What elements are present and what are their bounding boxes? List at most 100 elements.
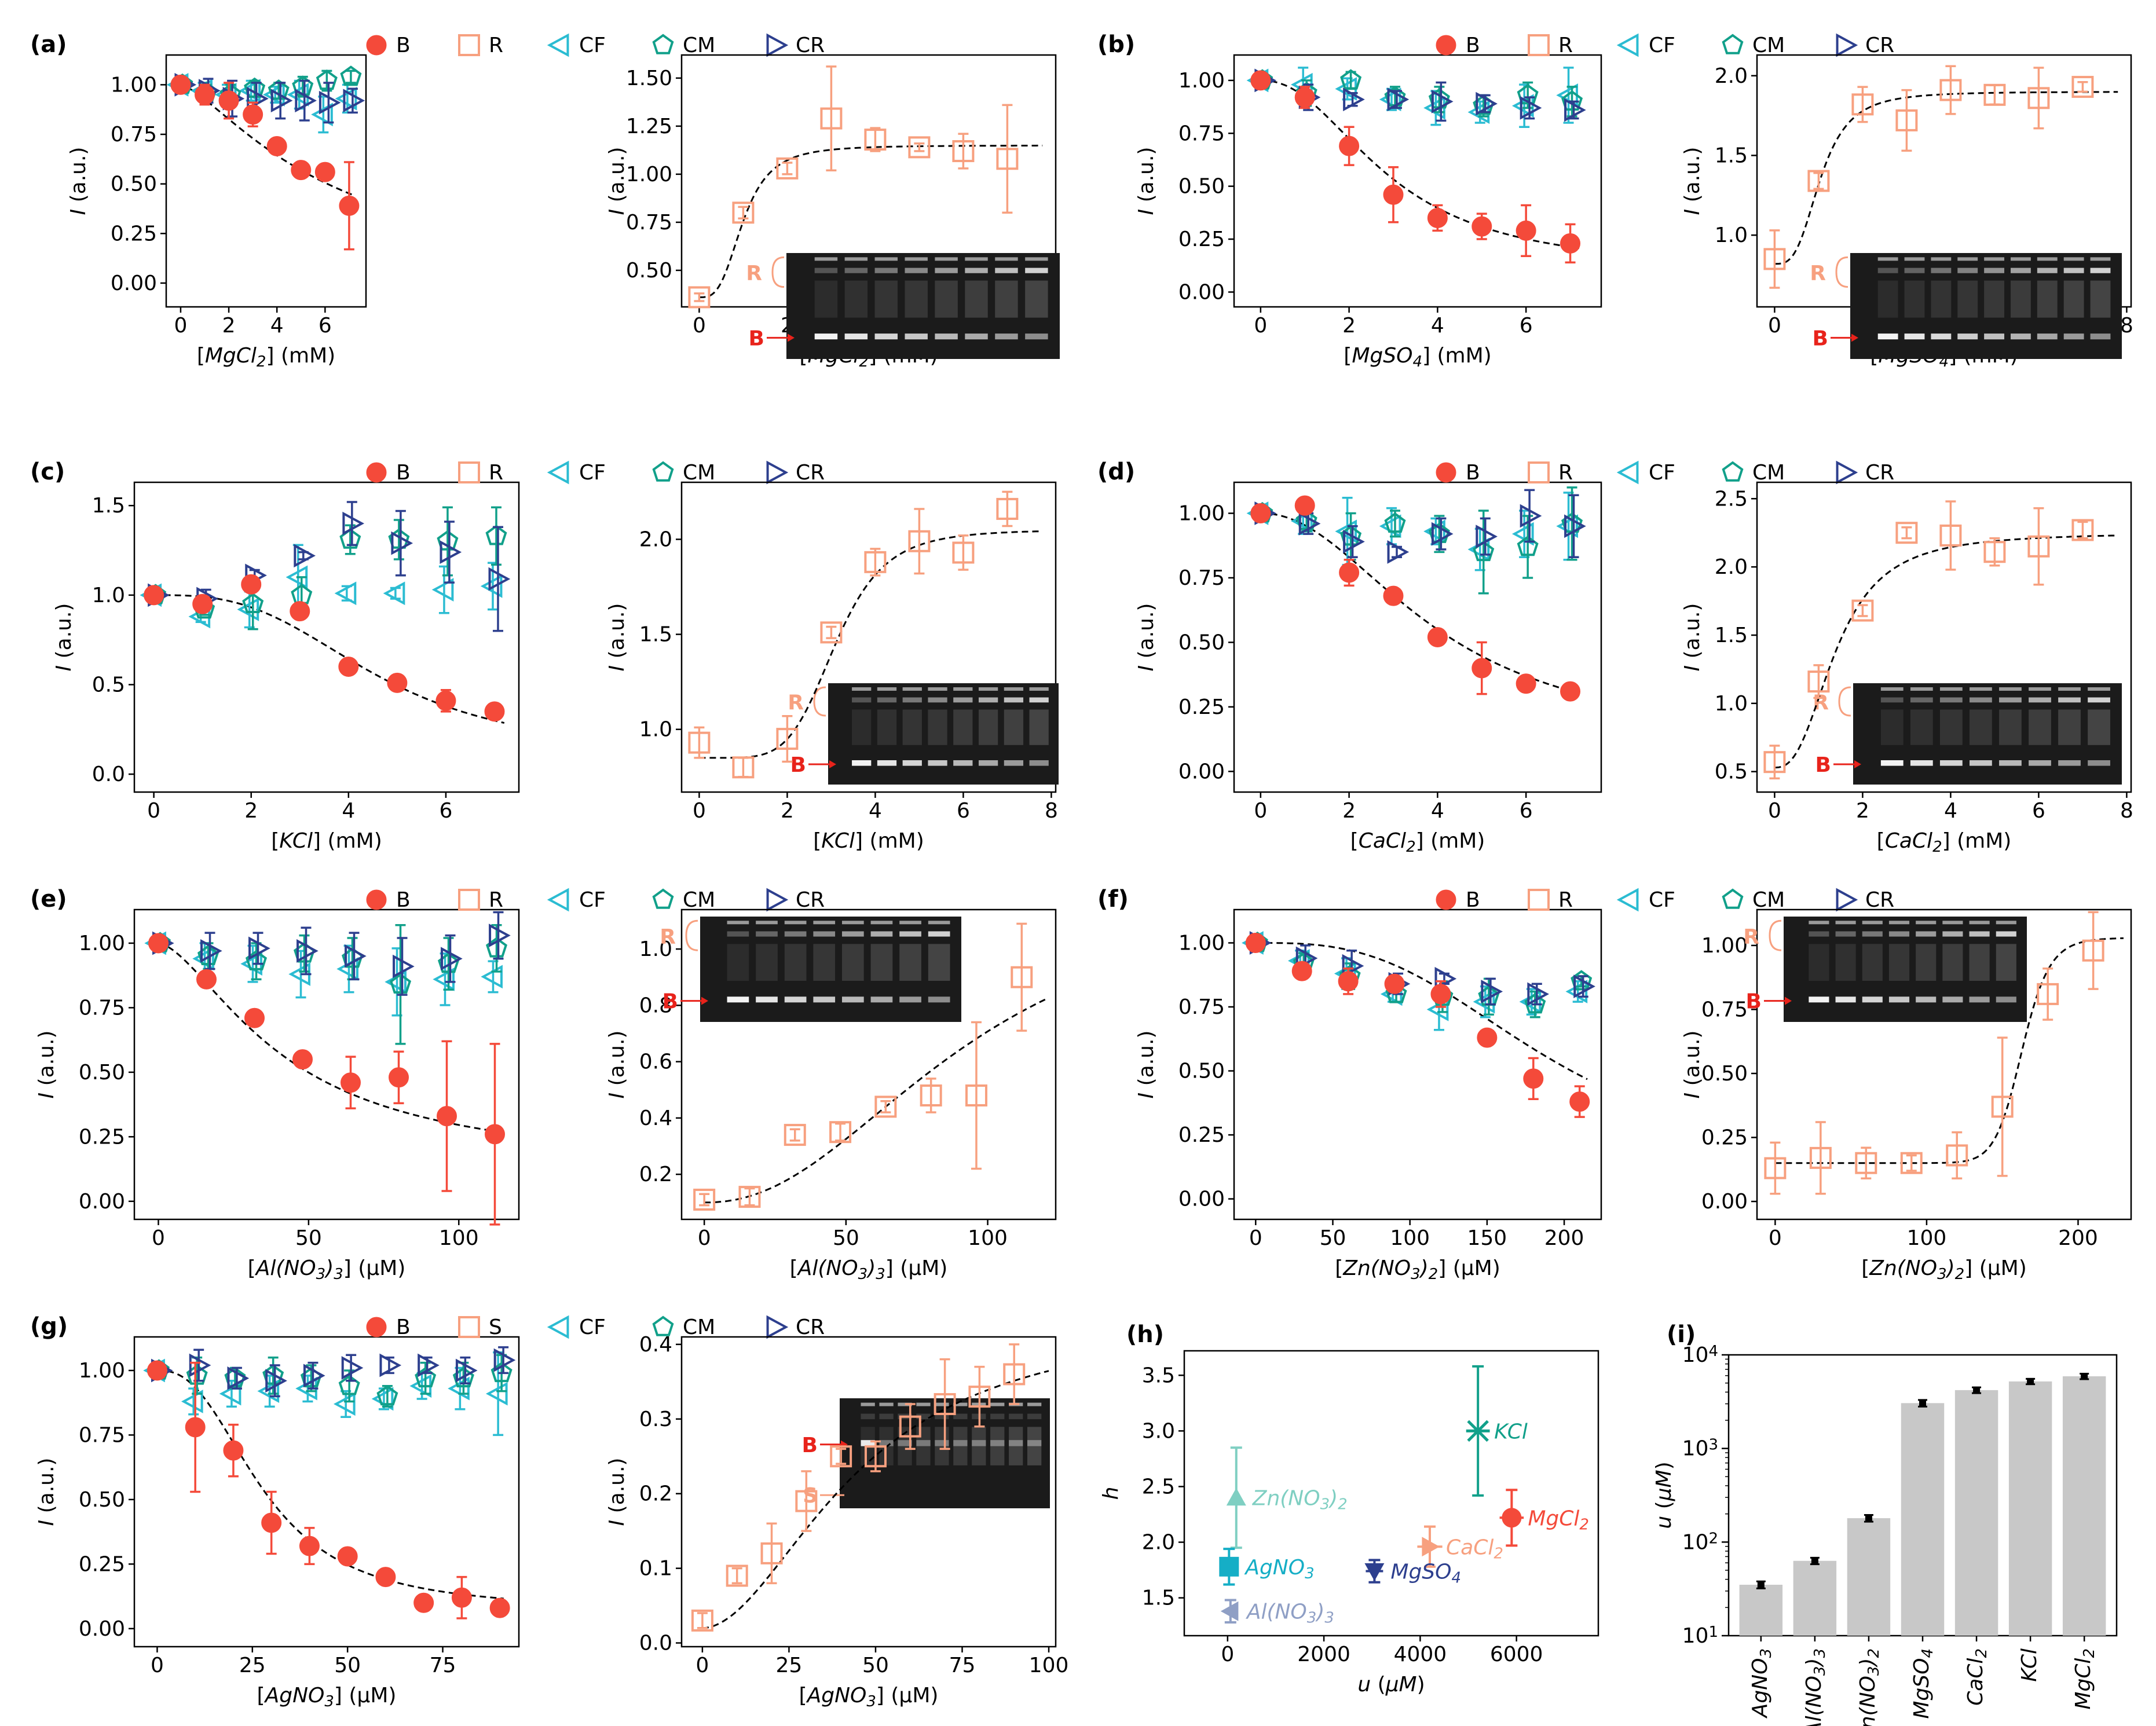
x-tick-label: 200 — [1544, 1226, 1584, 1250]
data-point-R — [1939, 524, 1962, 547]
error-bar — [826, 65, 837, 171]
data-point-R — [1895, 109, 1918, 131]
gel-band-R — [727, 931, 749, 937]
data-point-CR — [1431, 522, 1454, 546]
gel-band-R — [844, 267, 868, 273]
x-tick-label: 6 — [957, 799, 970, 823]
error-bar — [491, 924, 502, 973]
data-point-B — [435, 690, 456, 711]
data-point-S — [795, 1490, 818, 1512]
error-bar — [1478, 510, 1489, 595]
data-point-B — [387, 672, 408, 693]
data-point-R — [776, 157, 799, 179]
bar-marker — [1919, 1399, 1926, 1407]
y-tick-label: 0.75 — [1178, 995, 1225, 1019]
legend-marker-R — [1528, 34, 1550, 56]
panel-label: (b) — [1097, 31, 1135, 58]
y-tick-label: 0.25 — [79, 1552, 125, 1576]
error-bar — [2088, 911, 2099, 990]
gel-band-R — [1877, 267, 1898, 273]
axes-frame — [165, 54, 367, 308]
point-label: MgCl2 — [1528, 1507, 1589, 1533]
point-label: Zn(NO3)2 — [1252, 1487, 1348, 1514]
error-bar — [491, 506, 502, 566]
gel-band-B — [861, 1440, 875, 1446]
gel-smear — [2011, 280, 2031, 318]
gel-smear — [990, 1427, 1005, 1465]
legend-marker-CF — [547, 460, 569, 485]
y-tick-label: 3.5 — [1142, 1364, 1175, 1387]
data-point-B — [339, 195, 360, 216]
data-point-R — [1895, 522, 1918, 544]
gel-smear — [1931, 280, 1952, 318]
chart-g-left: 0 25 50 75 0.00 0.25 0.50 0.75 1.00 [AgNO3] (μM) I… — [35, 1336, 520, 1710]
gel-well — [1916, 921, 1937, 925]
gel-smear — [870, 944, 893, 981]
x-tick-label: 4 — [342, 799, 355, 823]
x-tick-label: 2 — [1342, 314, 1356, 338]
y-tick-label: 0.75 — [1178, 122, 1225, 145]
legend-e-left: (e) B R CF CM CR — [30, 886, 825, 913]
data-point-CR — [379, 1353, 402, 1377]
y-tick-label: 0.00 — [1178, 280, 1225, 304]
y-tick-label: 104 — [1682, 1343, 1718, 1367]
y-tick-label: 0.3 — [639, 1408, 672, 1431]
error-bar — [347, 87, 358, 114]
error-bar — [1577, 975, 1588, 998]
gel-well — [877, 687, 897, 691]
legend-marker-CM — [652, 461, 674, 482]
series-B — [170, 74, 360, 251]
error-bar — [697, 1612, 708, 1629]
data-point-B — [489, 1597, 510, 1618]
legend-label-CR: CR — [796, 461, 825, 485]
data-point-R — [908, 136, 931, 159]
data-point-CR — [295, 89, 317, 113]
gel-band-B — [916, 1440, 931, 1446]
data-point-CR — [303, 1364, 325, 1388]
error-bar — [1813, 171, 1824, 190]
y-tick-label: 0.25 — [79, 1125, 125, 1149]
data-point-CR — [345, 944, 367, 968]
data-point-B — [170, 74, 191, 95]
data-point-CR — [248, 936, 270, 961]
x-axis-label: [AgNO3] (μM) — [799, 1684, 939, 1710]
gel-band-R — [1888, 931, 1910, 937]
series-R — [1763, 500, 2094, 780]
gel-smear — [1984, 280, 2004, 318]
gel-band-B — [1916, 996, 1937, 1003]
y-tick-label: 2.0 — [1715, 64, 1748, 88]
x-tick-label: 6 — [1520, 799, 1533, 823]
data-point-R — [952, 140, 975, 163]
gel-band-R — [1939, 697, 1963, 703]
data-point-B — [243, 104, 263, 125]
gel-band-B — [2029, 760, 2051, 766]
gel-band-B — [1888, 996, 1910, 1003]
x-tick-label: 50 — [833, 1226, 859, 1250]
y-axis-label: I (a.u.) — [605, 603, 629, 672]
error-bar — [1009, 1343, 1020, 1405]
gel-band-B — [870, 996, 893, 1003]
error-bar — [1531, 983, 1542, 1006]
series-R — [688, 65, 1019, 309]
gel-well — [879, 1402, 894, 1406]
y-tick-label: 0.50 — [79, 1488, 125, 1512]
x-tick-label: 100 — [968, 1226, 1008, 1250]
gel-image: BR — [1813, 683, 2122, 785]
data-point-R — [1851, 599, 1874, 622]
gel-band-B — [2088, 760, 2110, 766]
data-point-R — [1807, 670, 1830, 693]
y-tick-label: 0.50 — [1178, 631, 1225, 654]
y-tick-label: 1.25 — [626, 115, 672, 138]
gel-smear — [935, 280, 958, 318]
error-bar — [445, 934, 456, 983]
gel-band-R — [814, 267, 838, 273]
y-tick-label: 0.75 — [111, 123, 157, 146]
gel-band-B — [1809, 996, 1829, 1003]
legend-marker-CF — [1616, 888, 1639, 912]
error-bar — [1524, 96, 1535, 120]
error-bar — [1568, 494, 1579, 559]
point-label: KCl — [1494, 1420, 1528, 1443]
bar-marker — [1757, 1581, 1765, 1589]
error-bar — [1769, 229, 1780, 289]
data-point-CF — [311, 102, 333, 127]
